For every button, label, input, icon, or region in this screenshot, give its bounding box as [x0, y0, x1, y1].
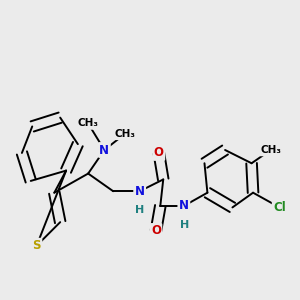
Text: Cl: Cl	[273, 201, 286, 214]
Text: N: N	[135, 185, 145, 198]
Text: CH₃: CH₃	[78, 118, 99, 128]
Text: CH₃: CH₃	[115, 129, 136, 139]
Text: S: S	[32, 239, 41, 252]
Text: CH₃: CH₃	[260, 145, 281, 155]
Text: H: H	[180, 220, 189, 230]
Text: N: N	[99, 143, 110, 157]
Text: O: O	[151, 224, 161, 238]
Text: H: H	[180, 220, 189, 230]
Text: H: H	[135, 206, 144, 215]
Text: O: O	[154, 146, 164, 159]
Text: N: N	[179, 200, 189, 212]
Text: H: H	[135, 206, 144, 215]
